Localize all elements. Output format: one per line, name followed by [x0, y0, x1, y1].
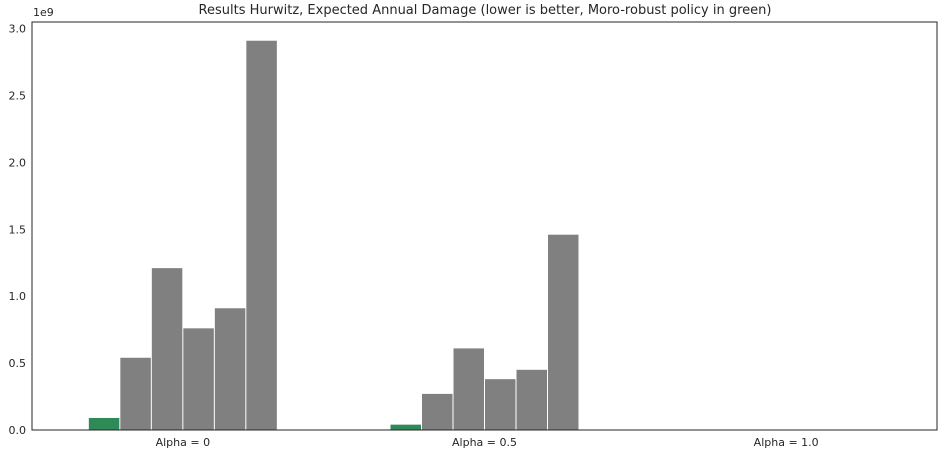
- chart-title: Results Hurwitz, Expected Annual Damage …: [199, 3, 772, 18]
- x-axis: Alpha = 0 Alpha = 0.5 Alpha = 1.0: [156, 436, 819, 449]
- y-tick-label: 0.0: [9, 424, 27, 437]
- y-tick-label: 3.0: [9, 23, 27, 36]
- bar-highlight: [390, 424, 421, 430]
- y-tick-label: 0.5: [9, 357, 27, 370]
- x-tick-label: Alpha = 1.0: [754, 436, 819, 449]
- x-tick-label: Alpha = 0: [156, 436, 210, 449]
- bar: [120, 357, 151, 430]
- y-tick-label: 2.0: [9, 156, 27, 169]
- bar: [422, 393, 453, 430]
- bar: [485, 379, 516, 430]
- y-axis: 0.0 0.5 1.0 1.5 2.0 2.5 3.0: [9, 23, 27, 437]
- bar: [246, 40, 277, 430]
- bar: [214, 308, 246, 430]
- plot-frame: [31, 21, 938, 431]
- bar: [183, 328, 214, 430]
- bar-highlight: [88, 417, 120, 430]
- y-tick-label: 1.5: [9, 223, 27, 236]
- bar: [151, 268, 183, 430]
- y-offset-label: 1e9: [33, 6, 54, 19]
- bar: [548, 234, 579, 430]
- y-tick-label: 2.5: [9, 90, 27, 103]
- y-tick-label: 1.0: [9, 290, 27, 303]
- plot-area: [88, 40, 579, 430]
- x-tick-label: Alpha = 0.5: [452, 436, 517, 449]
- bar: [516, 369, 547, 430]
- bar: [453, 348, 484, 430]
